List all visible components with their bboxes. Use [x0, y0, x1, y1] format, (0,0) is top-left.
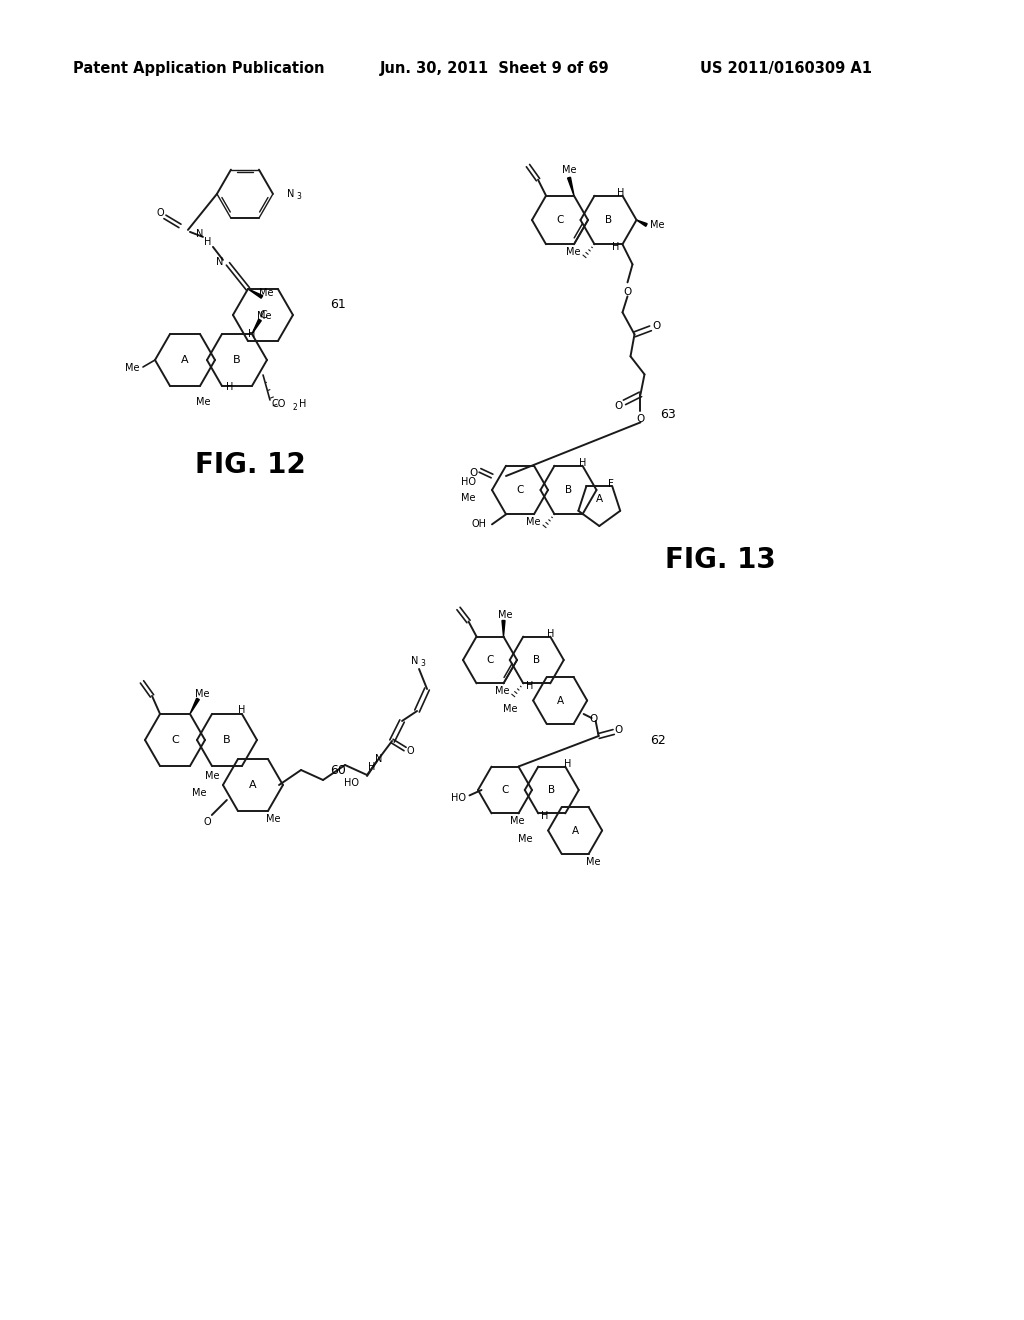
Text: B: B — [223, 735, 230, 744]
Text: N: N — [412, 656, 419, 667]
Text: O: O — [470, 469, 478, 478]
Text: Me: Me — [499, 610, 513, 619]
Text: C: C — [171, 735, 179, 744]
Text: H: H — [616, 187, 625, 198]
Text: Me: Me — [205, 771, 219, 781]
Text: Me: Me — [587, 857, 601, 867]
Text: Me: Me — [510, 817, 524, 826]
Text: Me: Me — [566, 247, 581, 257]
Text: B: B — [565, 484, 572, 495]
Text: H: H — [204, 236, 212, 247]
Text: A: A — [181, 355, 188, 366]
Text: Jun. 30, 2011  Sheet 9 of 69: Jun. 30, 2011 Sheet 9 of 69 — [380, 61, 609, 75]
Text: F: F — [608, 479, 614, 490]
Text: O: O — [636, 414, 645, 424]
Text: A: A — [571, 825, 579, 836]
Polygon shape — [637, 220, 647, 226]
Text: H: H — [299, 399, 306, 409]
Text: B: B — [233, 355, 241, 366]
Text: 2: 2 — [293, 403, 298, 412]
Text: A: A — [596, 494, 603, 504]
Text: C: C — [259, 310, 267, 319]
Text: Me: Me — [526, 517, 541, 528]
Text: N: N — [376, 754, 383, 764]
Text: O: O — [203, 817, 211, 828]
Text: C: C — [486, 655, 494, 665]
Text: O: O — [614, 725, 623, 735]
Text: C: C — [556, 215, 563, 224]
Text: Me: Me — [196, 397, 210, 407]
Text: Me: Me — [125, 363, 139, 374]
Text: O: O — [156, 209, 164, 218]
Text: O: O — [624, 288, 632, 297]
Text: H: H — [239, 705, 246, 715]
Text: A: A — [557, 696, 563, 705]
Text: OH: OH — [471, 519, 486, 529]
Text: A: A — [249, 780, 257, 789]
Text: O: O — [407, 746, 414, 756]
Text: B: B — [605, 215, 612, 224]
Text: Me: Me — [265, 814, 281, 824]
Polygon shape — [252, 319, 261, 334]
Text: N: N — [287, 189, 294, 199]
Text: B: B — [548, 785, 555, 795]
Text: H: H — [369, 762, 376, 772]
Text: Me: Me — [650, 220, 665, 230]
Text: C: C — [502, 785, 509, 795]
Text: HO: HO — [344, 777, 359, 788]
Text: CO: CO — [272, 399, 287, 409]
Text: O: O — [590, 714, 598, 723]
Text: H: H — [225, 381, 233, 392]
Polygon shape — [190, 698, 200, 714]
Text: 63: 63 — [660, 408, 676, 421]
Text: B: B — [534, 655, 541, 665]
Text: H: H — [579, 458, 586, 467]
Text: N: N — [216, 257, 223, 267]
Polygon shape — [502, 620, 505, 636]
Text: US 2011/0160309 A1: US 2011/0160309 A1 — [700, 61, 872, 75]
Text: Me: Me — [462, 492, 476, 503]
Text: Me: Me — [257, 312, 271, 321]
Text: H: H — [542, 812, 549, 821]
Text: O: O — [652, 321, 660, 331]
Text: HO: HO — [461, 477, 476, 487]
Text: FIG. 13: FIG. 13 — [665, 546, 775, 574]
Text: 61: 61 — [330, 298, 346, 312]
Text: H: H — [611, 243, 620, 252]
Text: Me: Me — [518, 833, 532, 843]
Text: 3: 3 — [421, 659, 426, 668]
Text: H: H — [248, 329, 256, 339]
Text: C: C — [516, 484, 523, 495]
Text: Me: Me — [503, 704, 517, 714]
Text: 3: 3 — [296, 193, 301, 202]
Text: H: H — [563, 759, 571, 768]
Text: Me: Me — [195, 689, 209, 698]
Text: N: N — [197, 228, 204, 239]
Polygon shape — [248, 289, 263, 298]
Text: H: H — [526, 681, 534, 692]
Text: 60: 60 — [330, 763, 346, 776]
Text: HO: HO — [451, 793, 466, 803]
Text: Me: Me — [495, 686, 509, 697]
Text: FIG. 12: FIG. 12 — [195, 451, 305, 479]
Polygon shape — [567, 177, 574, 195]
Text: Me: Me — [193, 788, 207, 799]
Text: 62: 62 — [650, 734, 666, 747]
Text: H: H — [547, 628, 554, 639]
Text: Me: Me — [562, 165, 577, 174]
Text: Patent Application Publication: Patent Application Publication — [73, 61, 325, 75]
Text: Me: Me — [259, 288, 273, 298]
Text: O: O — [614, 401, 623, 412]
